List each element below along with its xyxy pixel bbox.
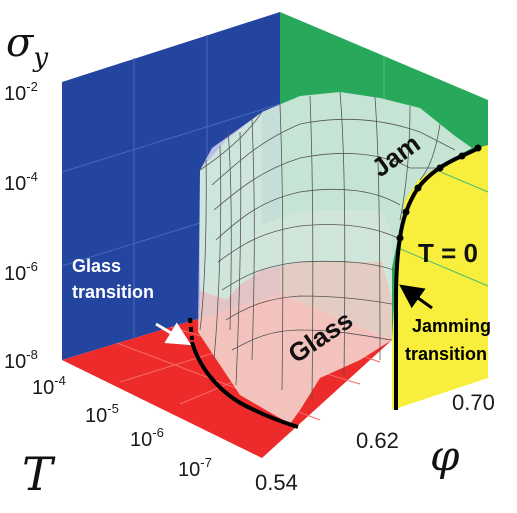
region-label-t-zero: T = 0 [418, 238, 478, 268]
y-axis-symbol: σy [6, 20, 48, 73]
z-axis-ticks: 0.54 0.62 0.70 [255, 390, 495, 495]
glass-transition-label-line2: transition [72, 282, 154, 302]
transition-curves [188, 144, 482, 429]
x-tick-label: 10-7 [178, 455, 212, 481]
x-tick-label: 10-6 [130, 425, 164, 451]
jamming-transition-points [396, 144, 482, 242]
y-tick-label: 10-4 [4, 169, 38, 195]
z-tick-label: 0.62 [356, 428, 399, 453]
y-tick-label: 10-6 [4, 259, 38, 285]
x-axis-ticks: 10-4 10-5 10-6 10-7 [32, 373, 212, 481]
x-tick-label: 10-5 [85, 401, 119, 427]
surface-mesh [199, 91, 456, 401]
y-axis-ticks: 10-2 10-4 10-6 10-8 [4, 79, 38, 373]
jamming-transition-arrow [399, 284, 433, 310]
glass-transition-dashed [188, 317, 194, 341]
x-tick-label: 10-4 [32, 373, 66, 399]
x-axis-symbol: T [22, 447, 56, 501]
glass-transition-arrow [155, 322, 192, 346]
jamming-transition-label-line2: transition [405, 344, 487, 364]
y-tick-label: 10-2 [4, 79, 38, 105]
glass-transition-curve [190, 341, 299, 429]
t-zero-plane [392, 145, 488, 410]
z-axis-symbol: φ [430, 431, 460, 480]
z-tick-label: 0.70 [452, 390, 495, 415]
jamming-transition-label-line1: Jamming [412, 316, 491, 336]
y-tick-label: 10-8 [4, 347, 38, 373]
surface-jam-face [200, 92, 472, 300]
glass-transition-label-line1: Glass [72, 256, 121, 276]
yield-stress-surface [198, 91, 472, 424]
z-tick-label: 0.54 [255, 470, 298, 495]
